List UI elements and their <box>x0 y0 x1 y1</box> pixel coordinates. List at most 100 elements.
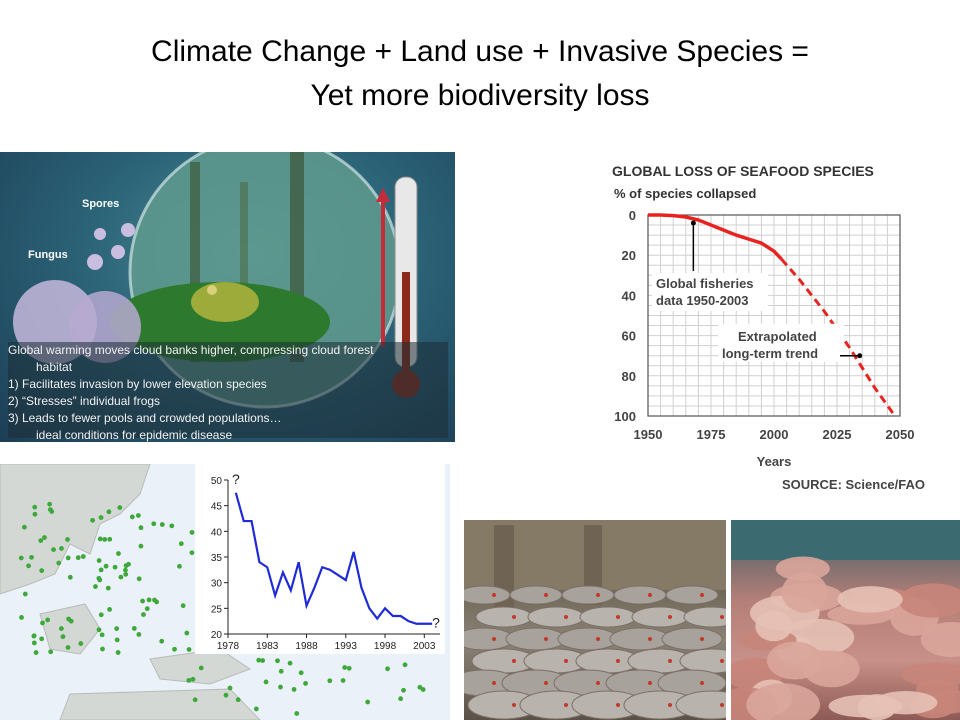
tuna-tag <box>544 681 548 685</box>
caption-line: Global warming moves cloud banks higher,… <box>8 343 374 357</box>
jellyfish-photo-graphic <box>731 520 960 720</box>
seafood-chart-panel: GLOBAL LOSS OF SEAFOOD SPECIES % of speci… <box>600 152 960 502</box>
y-tick-label: 35 <box>211 553 223 564</box>
coral-site-dot <box>31 633 37 639</box>
coral-site-dot <box>117 505 123 511</box>
question-mark-annotation: ? <box>232 471 240 487</box>
coral-site-dot <box>106 509 112 515</box>
data-line-solid <box>648 213 783 261</box>
coral-site-dot <box>78 641 84 646</box>
coral-site-dot <box>260 658 266 663</box>
x-axis-label: Years <box>757 454 792 469</box>
coral-site-dot <box>146 597 152 603</box>
tuna-carcass <box>631 606 689 628</box>
coral-site-dot <box>159 522 165 527</box>
coral-site-dot <box>294 711 300 716</box>
coral-site-dot <box>60 634 66 640</box>
coral-site-dot <box>99 632 105 638</box>
tuna-tag <box>648 593 652 597</box>
caption-line: 3) Leads to fewer pools and crowded popu… <box>8 411 282 425</box>
tuna-carcass <box>661 627 723 651</box>
plot-frame <box>647 214 901 417</box>
coral-site-dot <box>169 523 175 529</box>
tuna-tag <box>616 615 620 619</box>
coral-site-dot <box>136 632 142 637</box>
y-tick-label: 50 <box>211 476 223 487</box>
x-tick-label: 1950 <box>634 427 663 442</box>
coral-site-dot <box>186 647 192 652</box>
question-mark-annotation: ? <box>432 615 440 631</box>
tuna-tag <box>564 703 568 707</box>
jellyfish <box>873 690 938 715</box>
coral-site-dot <box>140 598 145 604</box>
jellyfish <box>746 683 821 720</box>
x-tick-label: 1983 <box>256 641 279 652</box>
y-tick-label: 0 <box>629 208 636 223</box>
annotation-text: long-term trend <box>722 346 818 361</box>
coral-site-dot <box>123 571 129 577</box>
tuna-tag <box>492 593 496 597</box>
caption-line: 1) Facilitates invasion by lower elevati… <box>8 377 267 391</box>
coral-site-dot <box>291 687 297 692</box>
x-tick-label: 2003 <box>413 641 436 652</box>
coral-site-dot <box>98 612 104 618</box>
tuna-tag <box>648 637 652 641</box>
coral-site-dot <box>189 529 195 535</box>
jellyfish <box>781 572 828 613</box>
coral-site-dot <box>102 537 108 542</box>
coral-site-dot <box>65 555 71 561</box>
fungus-label: Fungus <box>28 249 68 261</box>
coral-site-dot <box>340 678 346 683</box>
coral-site-dot <box>114 626 120 632</box>
coral-site-dot <box>96 627 102 633</box>
jellyfish-catch-photo <box>731 520 960 720</box>
coral-site-dot <box>112 564 118 570</box>
jellyfish <box>920 622 960 658</box>
coral-site-dot <box>198 665 204 671</box>
coral-site-dot <box>227 685 233 691</box>
frog-illustration-panel: Spores Fungus Global warming moves cloud… <box>0 152 455 442</box>
y-tick-label: 100 <box>614 409 636 424</box>
tuna-carcass <box>464 585 511 605</box>
coral-site-dot <box>151 521 157 527</box>
coral-site-dot <box>32 511 38 517</box>
coral-site-dot <box>56 560 62 566</box>
slide-title: Climate Change + Land use + Invasive Spe… <box>0 30 960 118</box>
y-tick-label: 30 <box>211 579 223 590</box>
tuna-carcass <box>527 606 585 628</box>
tuna-tag <box>564 659 568 663</box>
y-tick-label: 80 <box>622 369 636 384</box>
caption-line: 2) “Stresses” individual frogs <box>8 394 161 408</box>
coral-site-dot <box>47 501 53 507</box>
coral-site-dot <box>180 603 186 609</box>
jellyfish <box>898 583 960 618</box>
y-tick-label: 20 <box>622 248 636 263</box>
tuna-tag <box>544 637 548 641</box>
tuna-tag <box>564 615 568 619</box>
coral-site-dot <box>118 574 124 580</box>
tuna-carcass <box>613 585 667 605</box>
title-line-2: Yet more biodiversity loss <box>310 79 650 112</box>
jellyfish <box>775 556 830 581</box>
map-panel: 20 25 30 35 40 45 50 1978 1983 1988 1993 1998 2003?? <box>0 464 450 720</box>
coral-site-dot <box>189 550 195 556</box>
tuna-tag <box>668 703 672 707</box>
asia-landmass <box>0 464 151 595</box>
y-tick-label: 20 <box>211 630 223 641</box>
annotation-text: Extrapolated <box>738 329 817 344</box>
caption-line: ideal conditions for epidemic disease <box>36 428 233 442</box>
tuna-carcass <box>609 627 671 651</box>
coral-site-dot <box>172 646 177 652</box>
tuna-tag <box>720 703 724 707</box>
coral-site-dot <box>80 554 86 559</box>
coral-site-dot <box>59 546 64 551</box>
tuna-photo-graphic <box>464 520 726 720</box>
coral-site-dot <box>253 706 259 712</box>
y-tick-label: 25 <box>211 604 223 615</box>
coral-map-chart: 20 25 30 35 40 45 50 1978 1983 1988 1993 1998 2003?? <box>0 464 450 720</box>
tuna-tag <box>700 681 704 685</box>
coral-site-dot <box>136 576 142 582</box>
coral-site-dot <box>138 525 144 531</box>
tuna-carcass <box>675 690 726 720</box>
coral-site-dot <box>107 536 113 542</box>
